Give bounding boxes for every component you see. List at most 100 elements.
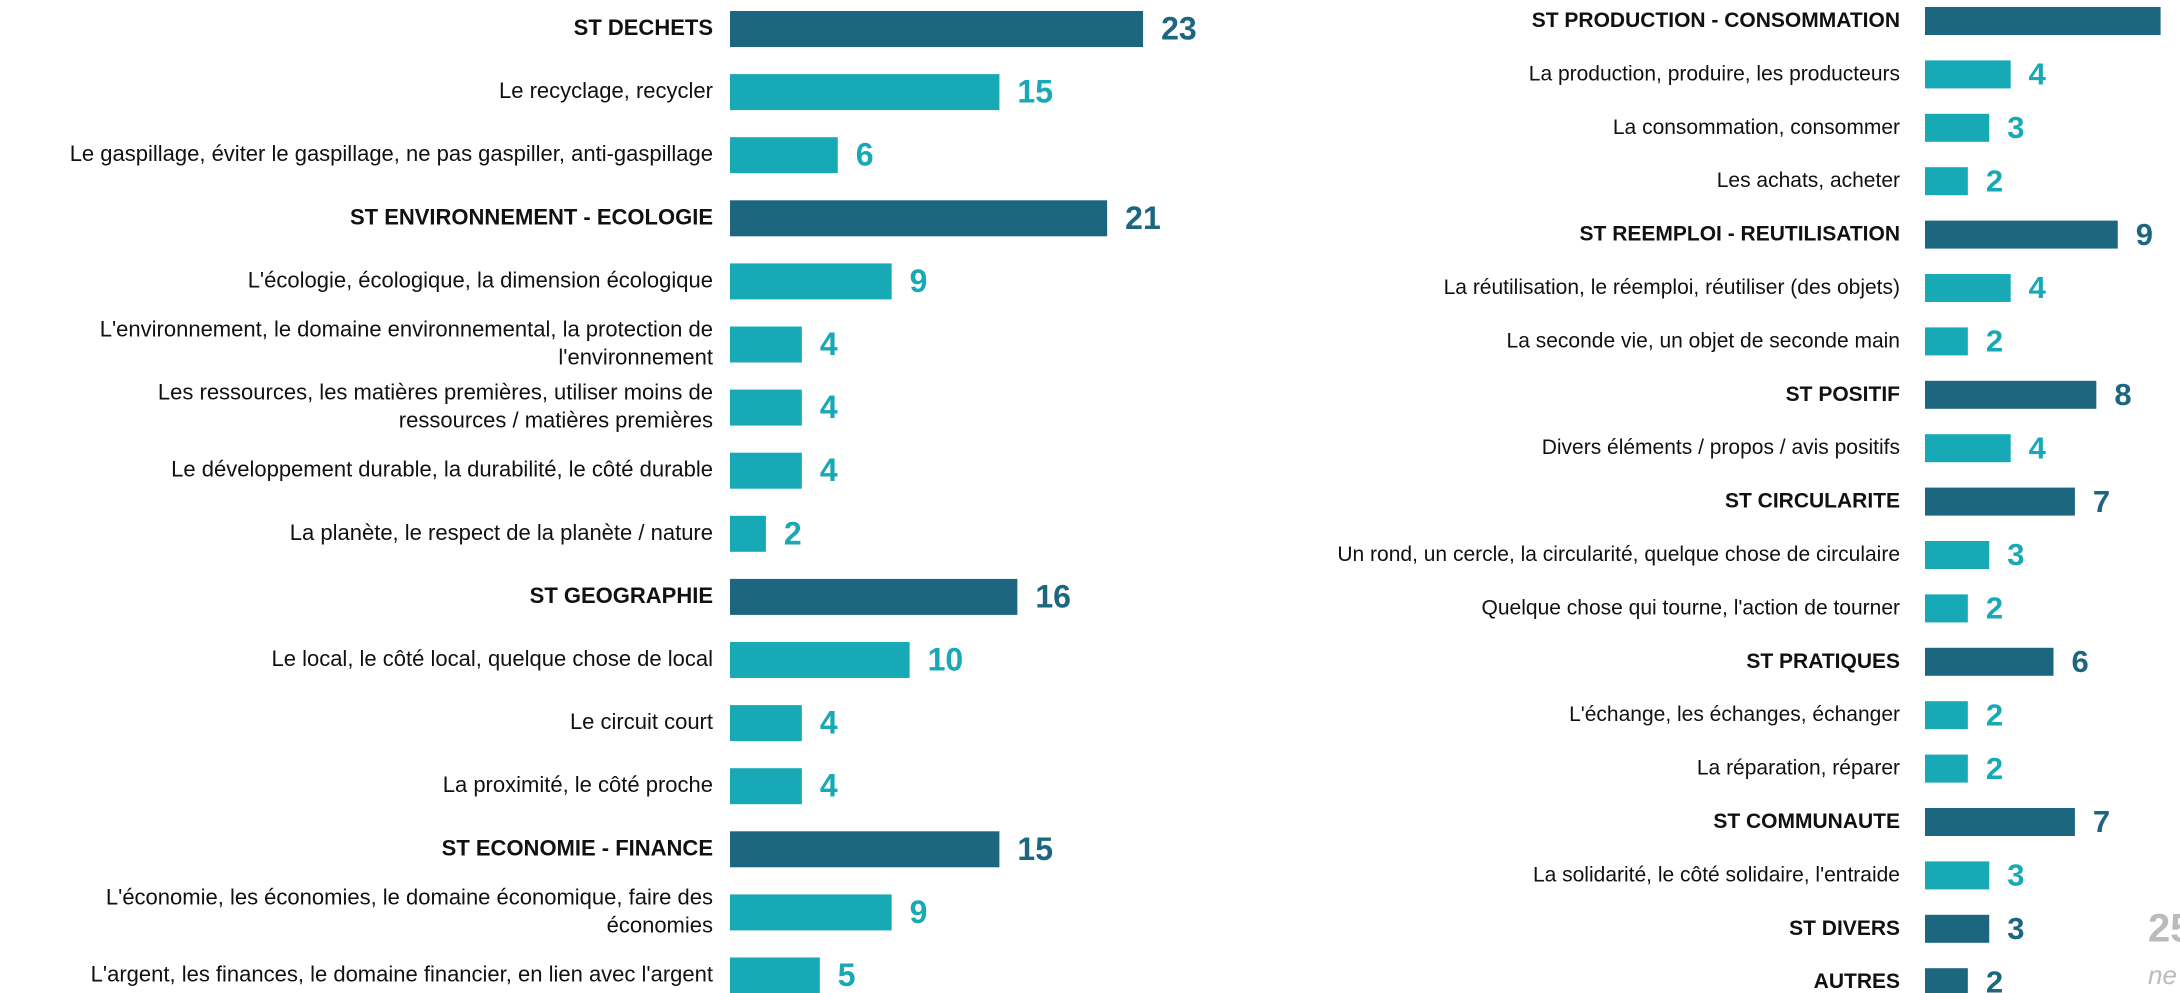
value-label: 5 bbox=[838, 957, 856, 993]
bar bbox=[730, 957, 820, 993]
category-label: ST PRODUCTION - CONSOMMATION bbox=[1532, 9, 1900, 32]
bar bbox=[1925, 541, 1990, 569]
bar bbox=[730, 389, 802, 426]
category-label: L'économie, les économies, le domaine éc… bbox=[106, 884, 713, 937]
category-line: La proximité, le côté proche bbox=[443, 772, 713, 797]
value-label: 16 bbox=[1035, 578, 1071, 614]
category-line: ST CIRCULARITE bbox=[1725, 489, 1900, 512]
category-line: ressources / matières premières bbox=[399, 407, 713, 432]
bar bbox=[1925, 274, 2011, 302]
category-label: ST GEOGRAPHIE bbox=[530, 583, 713, 608]
category-line: ST DECHETS bbox=[574, 15, 713, 40]
category-label: Le local, le côté local, quelque chose d… bbox=[271, 646, 713, 671]
category-line: Le gaspillage, éviter le gaspillage, ne … bbox=[70, 141, 713, 166]
bar bbox=[730, 578, 1018, 615]
bar bbox=[1925, 220, 2118, 249]
bar bbox=[1925, 808, 2075, 836]
value-label: 11 bbox=[2179, 3, 2180, 38]
bar bbox=[730, 894, 892, 931]
value-label: 2 bbox=[1986, 163, 2003, 198]
annotation: 25 bbox=[2148, 907, 2180, 951]
bar bbox=[1925, 327, 1968, 356]
category-label: Un rond, un cercle, la circularité, quel… bbox=[1337, 543, 1900, 566]
category-line: ST ECONOMIE - FINANCE bbox=[442, 835, 713, 860]
category-label: ST PRATIQUES bbox=[1746, 649, 1900, 672]
bar bbox=[730, 263, 892, 300]
value-label: 3 bbox=[2007, 858, 2024, 893]
value-label: 8 bbox=[2114, 377, 2131, 412]
category-label: Les achats, acheter bbox=[1717, 169, 1900, 192]
value-label: 7 bbox=[2093, 484, 2110, 519]
category-line: La production, produire, les producteurs bbox=[1529, 62, 1900, 85]
category-line: La réparation, réparer bbox=[1697, 756, 1900, 779]
category-label: ST CIRCULARITE bbox=[1725, 489, 1900, 512]
value-label: 2 bbox=[1986, 751, 2003, 786]
category-line: ST COMMUNAUTE bbox=[1713, 810, 1900, 833]
category-line: Le local, le côté local, quelque chose d… bbox=[271, 646, 713, 671]
value-label: 4 bbox=[820, 705, 838, 741]
category-label: Le circuit court bbox=[570, 709, 713, 734]
category-line: ST DIVERS bbox=[1789, 916, 1900, 939]
category-line: Divers éléments / propos / avis positifs bbox=[1542, 436, 1900, 459]
category-line: Les ressources, les matières premières, … bbox=[158, 379, 713, 404]
bar bbox=[1925, 647, 2054, 676]
category-line: La réutilisation, le réemploi, réutilise… bbox=[1444, 276, 1900, 299]
category-label: La seconde vie, un objet de seconde main bbox=[1507, 329, 1900, 352]
category-line: L'argent, les finances, le domaine finan… bbox=[91, 961, 713, 986]
category-line: La solidarité, le côté solidaire, l'entr… bbox=[1533, 863, 1900, 886]
category-label: La production, produire, les producteurs bbox=[1529, 62, 1900, 85]
value-label: 2 bbox=[1986, 324, 2003, 359]
category-label: La réparation, réparer bbox=[1697, 756, 1900, 779]
category-label: La proximité, le côté proche bbox=[443, 772, 713, 797]
bar bbox=[1925, 701, 1968, 730]
bar bbox=[1925, 754, 1968, 783]
category-line: L'écologie, écologique, la dimension éco… bbox=[248, 267, 713, 292]
value-label: 6 bbox=[2072, 644, 2089, 679]
bar bbox=[1925, 60, 2011, 89]
bar bbox=[730, 74, 1000, 111]
category-line: ST POSITIF bbox=[1786, 382, 1901, 405]
value-label: 4 bbox=[2029, 270, 2047, 305]
value-label: 4 bbox=[820, 389, 838, 425]
category-label: ST COMMUNAUTE bbox=[1713, 810, 1900, 833]
category-label: Le recyclage, recycler bbox=[499, 78, 713, 103]
category-line: L'environnement, le domaine environnemen… bbox=[100, 316, 713, 341]
category-label: ST POSITIF bbox=[1786, 382, 1901, 405]
bar bbox=[1925, 7, 2161, 35]
category-line: Le développement durable, la durabilité,… bbox=[171, 457, 713, 482]
bar bbox=[1925, 434, 2011, 463]
category-line: Le circuit court bbox=[570, 709, 713, 734]
bar bbox=[1925, 487, 2075, 516]
category-label: L'argent, les finances, le domaine finan… bbox=[91, 961, 713, 986]
value-label: 15 bbox=[1017, 74, 1053, 110]
value-label: 3 bbox=[2007, 110, 2024, 145]
value-label: 4 bbox=[2029, 57, 2047, 92]
category-label: L'échange, les échanges, échanger bbox=[1569, 703, 1900, 726]
category-label: ST DECHETS bbox=[574, 15, 713, 40]
bar bbox=[730, 831, 1000, 868]
value-label: 4 bbox=[2029, 430, 2047, 465]
bar bbox=[1925, 167, 1968, 196]
value-label: 4 bbox=[820, 768, 838, 804]
category-label: Quelque chose qui tourne, l'action de to… bbox=[1482, 596, 1900, 619]
value-label: 2 bbox=[784, 515, 802, 551]
category-line: Quelque chose qui tourne, l'action de to… bbox=[1482, 596, 1900, 619]
category-label: La planète, le respect de la planète / n… bbox=[290, 520, 713, 545]
bar bbox=[730, 326, 802, 363]
value-label: 2 bbox=[1986, 697, 2003, 732]
annotation: ne bbox=[2148, 960, 2177, 990]
category-line: Le recyclage, recycler bbox=[499, 78, 713, 103]
category-line: ST GEOGRAPHIE bbox=[530, 583, 713, 608]
value-label: 4 bbox=[820, 326, 838, 362]
category-line: ST PRATIQUES bbox=[1746, 649, 1900, 672]
category-label: L'écologie, écologique, la dimension éco… bbox=[248, 267, 713, 292]
category-line: ST ENVIRONNEMENT - ECOLOGIE bbox=[350, 204, 713, 229]
value-label: 23 bbox=[1161, 10, 1197, 46]
bar bbox=[730, 642, 910, 678]
value-label: 2 bbox=[1986, 591, 2003, 626]
category-line: AUTRES bbox=[1814, 970, 1900, 993]
category-label: ST ECONOMIE - FINANCE bbox=[442, 835, 713, 860]
bar bbox=[730, 768, 802, 805]
value-label: 10 bbox=[928, 641, 964, 677]
